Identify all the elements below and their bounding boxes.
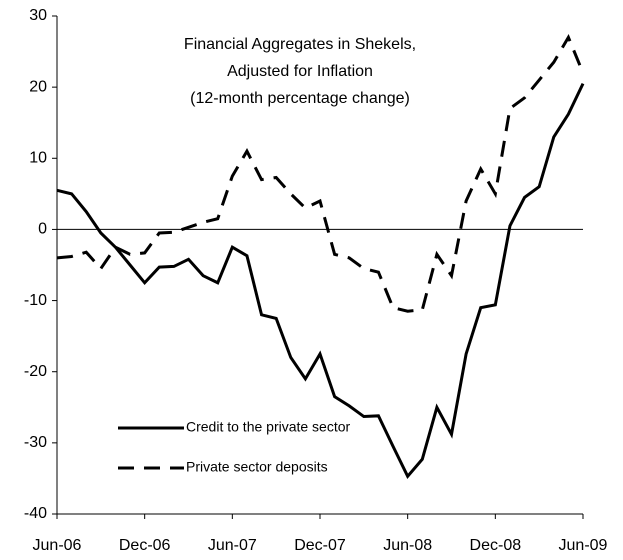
x-tick-label: Jun-06: [33, 537, 82, 554]
y-tick-label: 0: [38, 221, 47, 238]
chart-title: (12-month percentage change): [190, 90, 410, 107]
legend-label: Credit to the private sector: [186, 419, 351, 435]
y-tick-label: -40: [24, 505, 47, 522]
x-tick-label: Jun-07: [208, 537, 257, 554]
series-line: [56, 82, 585, 480]
x-tick-label: Jun-09: [559, 537, 608, 554]
chart-title: Adjusted for Inflation: [227, 63, 373, 80]
y-tick-label: -10: [24, 292, 47, 309]
legend-label: Private sector deposits: [186, 459, 328, 475]
x-tick-label: Dec-07: [294, 537, 346, 554]
x-tick-label: Dec-06: [119, 537, 171, 554]
x-tick-label: Jun-08: [383, 537, 432, 554]
x-tick-label: Dec-08: [470, 537, 522, 554]
series-line: [56, 33, 585, 313]
y-tick-label: 10: [29, 150, 47, 167]
y-tick-label: 20: [29, 78, 47, 95]
y-tick-label: 30: [29, 7, 47, 24]
chart-title: Financial Aggregates in Shekels,: [184, 36, 416, 53]
y-tick-label: -30: [24, 434, 47, 451]
y-tick-label: -20: [24, 363, 47, 380]
